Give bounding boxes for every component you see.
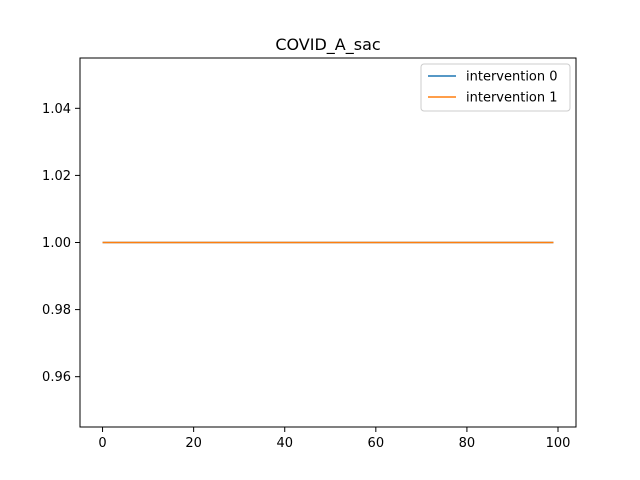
y-tick-label: 1.04 (42, 102, 71, 117)
y-axis: 0.96 0.98 1.00 1.02 1.04 (42, 102, 80, 385)
x-tick-label: 80 (459, 436, 476, 451)
x-tick-label: 0 (98, 436, 106, 451)
y-tick-label: 1.02 (42, 169, 71, 184)
x-tick-label: 60 (368, 436, 385, 451)
y-tick-label: 1.00 (42, 236, 71, 251)
chart-title: COVID_A_sac (275, 35, 380, 55)
legend: intervention 0 intervention 1 (420, 63, 571, 112)
x-tick-label: 20 (185, 436, 202, 451)
x-tick-label: 40 (276, 436, 293, 451)
legend-box (420, 63, 571, 112)
legend-label: intervention 1 (466, 91, 558, 106)
y-tick-label: 0.96 (42, 370, 71, 385)
x-tick-label: 100 (546, 436, 571, 451)
y-tick-label: 0.98 (42, 303, 71, 318)
legend-label: intervention 0 (466, 70, 558, 85)
x-axis: 0 20 40 60 80 100 (98, 427, 570, 451)
